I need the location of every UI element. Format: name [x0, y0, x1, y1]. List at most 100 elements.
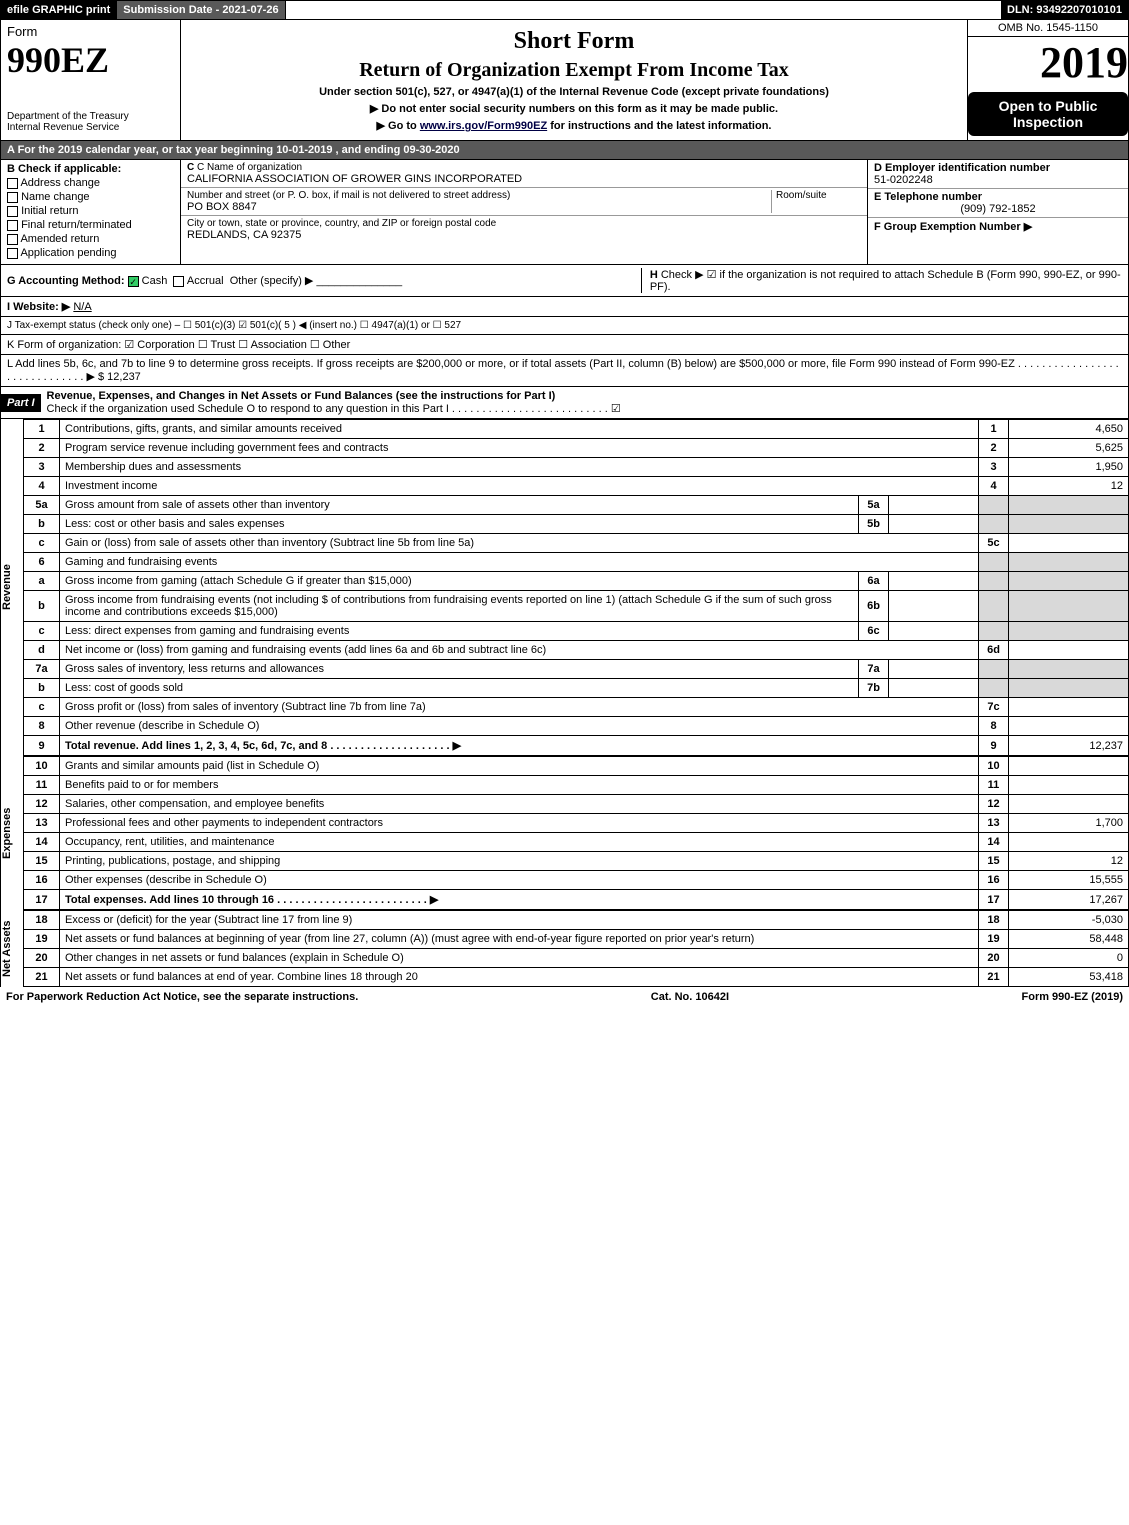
ssn-warning: ▶ Do not enter social security numbers o…: [187, 102, 961, 115]
irs: Internal Revenue Service: [7, 122, 174, 133]
form-number: 990EZ: [7, 39, 174, 81]
box-b-label: B Check if applicable:: [7, 163, 121, 175]
subtitle: Under section 501(c), 527, or 4947(a)(1)…: [187, 86, 961, 98]
revenue-section: Revenue 1Contributions, gifts, grants, a…: [0, 419, 1129, 756]
form-center: Short Form Return of Organization Exempt…: [181, 20, 968, 140]
line-21: 21Net assets or fund balances at end of …: [24, 968, 1129, 987]
phone-value: (909) 792-1852: [874, 203, 1122, 215]
line-8: 8Other revenue (describe in Schedule O)8: [24, 717, 1129, 736]
netassets-section: Net Assets 18Excess or (deficit) for the…: [0, 910, 1129, 987]
efile-label[interactable]: efile GRAPHIC print: [1, 1, 117, 19]
part1-header: Part I Revenue, Expenses, and Changes in…: [0, 387, 1129, 419]
line-3: 3Membership dues and assessments31,950: [24, 458, 1129, 477]
form-header: Form 990EZ Department of the Treasury In…: [0, 20, 1129, 141]
line-2: 2Program service revenue including gover…: [24, 439, 1129, 458]
org-street: PO BOX 8847: [187, 201, 771, 213]
line-5b: bLess: cost or other basis and sales exp…: [24, 515, 1129, 534]
line-11: 11Benefits paid to or for members11: [24, 776, 1129, 795]
submission-date: Submission Date - 2021-07-26: [117, 1, 285, 19]
org-name: CALIFORNIA ASSOCIATION OF GROWER GINS IN…: [187, 173, 861, 185]
phone-label: E Telephone number: [874, 191, 982, 203]
open-public-1: Open to Public: [974, 98, 1122, 114]
i-label: I Website: ▶: [7, 301, 70, 313]
line-4: 4Investment income412: [24, 477, 1129, 496]
city-label: City or town, state or province, country…: [187, 218, 861, 229]
line-6: 6Gaming and fundraising events: [24, 553, 1129, 572]
h-text: Check ▶ ☑ if the organization is not req…: [650, 269, 1121, 293]
footer-catno: Cat. No. 10642I: [651, 991, 729, 1003]
l-text: L Add lines 5b, 6c, and 7b to line 9 to …: [7, 358, 1119, 383]
part1-title: Revenue, Expenses, and Changes in Net As…: [47, 390, 556, 402]
chk-final-return[interactable]: Final return/terminated: [7, 219, 174, 231]
row-j: J Tax-exempt status (check only one) – ☐…: [0, 317, 1129, 335]
expenses-table: 10Grants and similar amounts paid (list …: [23, 756, 1129, 910]
goto-pre: ▶ Go to: [377, 120, 420, 132]
dln: DLN: 93492207010101: [1001, 1, 1128, 19]
row-k: K Form of organization: ☑ Corporation ☐ …: [0, 335, 1129, 355]
line-6a: aGross income from gaming (attach Schedu…: [24, 572, 1129, 591]
title-return: Return of Organization Exempt From Incom…: [187, 59, 961, 82]
chk-accrual[interactable]: [173, 276, 184, 287]
line-17: 17Total expenses. Add lines 10 through 1…: [24, 890, 1129, 910]
line-15: 15Printing, publications, postage, and s…: [24, 852, 1129, 871]
chk-cash[interactable]: ✓: [128, 276, 139, 287]
line-19: 19Net assets or fund balances at beginni…: [24, 930, 1129, 949]
netassets-label: Net Assets: [1, 910, 21, 987]
page-footer: For Paperwork Reduction Act Notice, see …: [0, 987, 1129, 1007]
goto-link-row: ▶ Go to www.irs.gov/Form990EZ for instru…: [187, 119, 961, 132]
website-value: N/A: [73, 301, 91, 313]
tax-year: 2019: [968, 37, 1128, 88]
line-6d: dNet income or (loss) from gaming and fu…: [24, 641, 1129, 660]
g-other: Other (specify) ▶: [230, 275, 314, 287]
line-10: 10Grants and similar amounts paid (list …: [24, 757, 1129, 776]
line-9: 9Total revenue. Add lines 1, 2, 3, 4, 5c…: [24, 736, 1129, 756]
c-name-label: C Name of organization: [197, 162, 302, 173]
irs-link[interactable]: www.irs.gov/Form990EZ: [420, 120, 547, 132]
footer-formno: Form 990-EZ (2019): [1022, 991, 1123, 1003]
revenue-label: Revenue: [1, 419, 21, 756]
line-12: 12Salaries, other compensation, and empl…: [24, 795, 1129, 814]
line-18: 18Excess or (deficit) for the year (Subt…: [24, 911, 1129, 930]
row-a-taxyear: A For the 2019 calendar year, or tax yea…: [0, 141, 1129, 160]
ein-value: 51-0202248: [874, 174, 1122, 186]
open-public-2: Inspection: [974, 114, 1122, 130]
line-7a: 7aGross sales of inventory, less returns…: [24, 660, 1129, 679]
footer-left: For Paperwork Reduction Act Notice, see …: [6, 991, 358, 1003]
chk-amended-return[interactable]: Amended return: [7, 233, 174, 245]
form-left: Form 990EZ Department of the Treasury In…: [1, 20, 181, 140]
org-city: REDLANDS, CA 92375: [187, 229, 861, 241]
expenses-section: Expenses 10Grants and similar amounts pa…: [0, 756, 1129, 910]
open-public-badge: Open to Public Inspection: [968, 92, 1128, 136]
h-label: H: [650, 269, 658, 281]
l-value: 12,237: [107, 371, 141, 383]
form-right: OMB No. 1545-1150 2019 Open to Public In…: [968, 20, 1128, 140]
part1-badge: Part I: [1, 394, 41, 412]
line-6b: bGross income from fundraising events (n…: [24, 591, 1129, 622]
chk-address-change[interactable]: Address change: [7, 177, 174, 189]
group-exemption-label: F Group Exemption Number ▶: [874, 221, 1032, 233]
top-bar: efile GRAPHIC print Submission Date - 20…: [0, 0, 1129, 20]
line-16: 16Other expenses (describe in Schedule O…: [24, 871, 1129, 890]
line-1: 1Contributions, gifts, grants, and simil…: [24, 420, 1129, 439]
box-def: D Employer identification number 51-0202…: [868, 160, 1128, 264]
ein-label: D Employer identification number: [874, 162, 1050, 174]
line-5a: 5aGross amount from sale of assets other…: [24, 496, 1129, 515]
chk-name-change[interactable]: Name change: [7, 191, 174, 203]
netassets-table: 18Excess or (deficit) for the year (Subt…: [23, 910, 1129, 987]
box-b: B Check if applicable: Address change Na…: [1, 160, 181, 264]
org-info-grid: B Check if applicable: Address change Na…: [0, 160, 1129, 265]
line-20: 20Other changes in net assets or fund ba…: [24, 949, 1129, 968]
chk-initial-return[interactable]: Initial return: [7, 205, 174, 217]
goto-post: for instructions and the latest informat…: [547, 120, 771, 132]
form-label: Form: [7, 24, 174, 39]
line-14: 14Occupancy, rent, utilities, and mainte…: [24, 833, 1129, 852]
omb-number: OMB No. 1545-1150: [968, 20, 1128, 37]
row-gh: G Accounting Method: ✓ Cash Accrual Othe…: [0, 265, 1129, 297]
chk-application-pending[interactable]: Application pending: [7, 247, 174, 259]
revenue-table: 1Contributions, gifts, grants, and simil…: [23, 419, 1129, 756]
street-label: Number and street (or P. O. box, if mail…: [187, 190, 771, 201]
line-7c: cGross profit or (loss) from sales of in…: [24, 698, 1129, 717]
row-l: L Add lines 5b, 6c, and 7b to line 9 to …: [0, 355, 1129, 387]
part1-title-wrap: Revenue, Expenses, and Changes in Net As…: [41, 387, 1128, 418]
g-label: G Accounting Method:: [7, 275, 125, 287]
